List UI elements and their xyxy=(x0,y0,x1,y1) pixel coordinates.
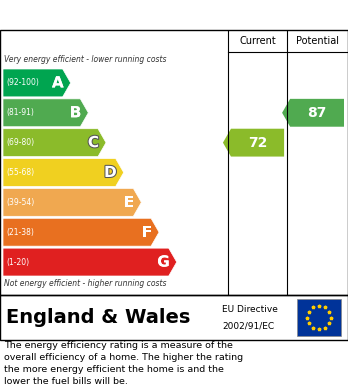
Text: (39-54): (39-54) xyxy=(6,198,34,207)
Text: (69-80): (69-80) xyxy=(6,138,34,147)
Text: Potential: Potential xyxy=(296,36,339,46)
Text: England & Wales: England & Wales xyxy=(6,308,190,327)
Text: A: A xyxy=(52,75,64,90)
Polygon shape xyxy=(3,69,71,97)
Polygon shape xyxy=(3,129,106,156)
Text: 87: 87 xyxy=(307,106,327,120)
Polygon shape xyxy=(3,248,177,276)
Polygon shape xyxy=(223,129,284,156)
Text: (81-91): (81-91) xyxy=(6,108,34,117)
Text: F: F xyxy=(142,225,152,240)
Text: B: B xyxy=(70,105,81,120)
Text: The energy efficiency rating is a measure of the
overall efficiency of a home. T: The energy efficiency rating is a measur… xyxy=(4,341,243,386)
Bar xyxy=(297,299,341,336)
Text: Very energy efficient - lower running costs: Very energy efficient - lower running co… xyxy=(4,55,166,64)
Polygon shape xyxy=(3,159,124,187)
Text: 72: 72 xyxy=(248,136,267,150)
Text: (21-38): (21-38) xyxy=(6,228,34,237)
Polygon shape xyxy=(3,99,88,127)
Text: G: G xyxy=(157,255,170,269)
Polygon shape xyxy=(3,188,141,216)
Text: Current: Current xyxy=(239,36,276,46)
Text: E: E xyxy=(124,195,134,210)
Text: Not energy efficient - higher running costs: Not energy efficient - higher running co… xyxy=(4,279,166,288)
Text: (92-100): (92-100) xyxy=(6,79,39,88)
Polygon shape xyxy=(3,218,159,246)
Polygon shape xyxy=(282,99,344,127)
Text: C: C xyxy=(88,135,99,150)
Text: Energy Efficiency Rating: Energy Efficiency Rating xyxy=(10,7,220,23)
Text: D: D xyxy=(104,165,117,180)
Text: (55-68): (55-68) xyxy=(6,168,34,177)
Text: (1-20): (1-20) xyxy=(6,258,29,267)
Text: 2002/91/EC: 2002/91/EC xyxy=(222,321,274,330)
Text: EU Directive: EU Directive xyxy=(222,305,278,314)
